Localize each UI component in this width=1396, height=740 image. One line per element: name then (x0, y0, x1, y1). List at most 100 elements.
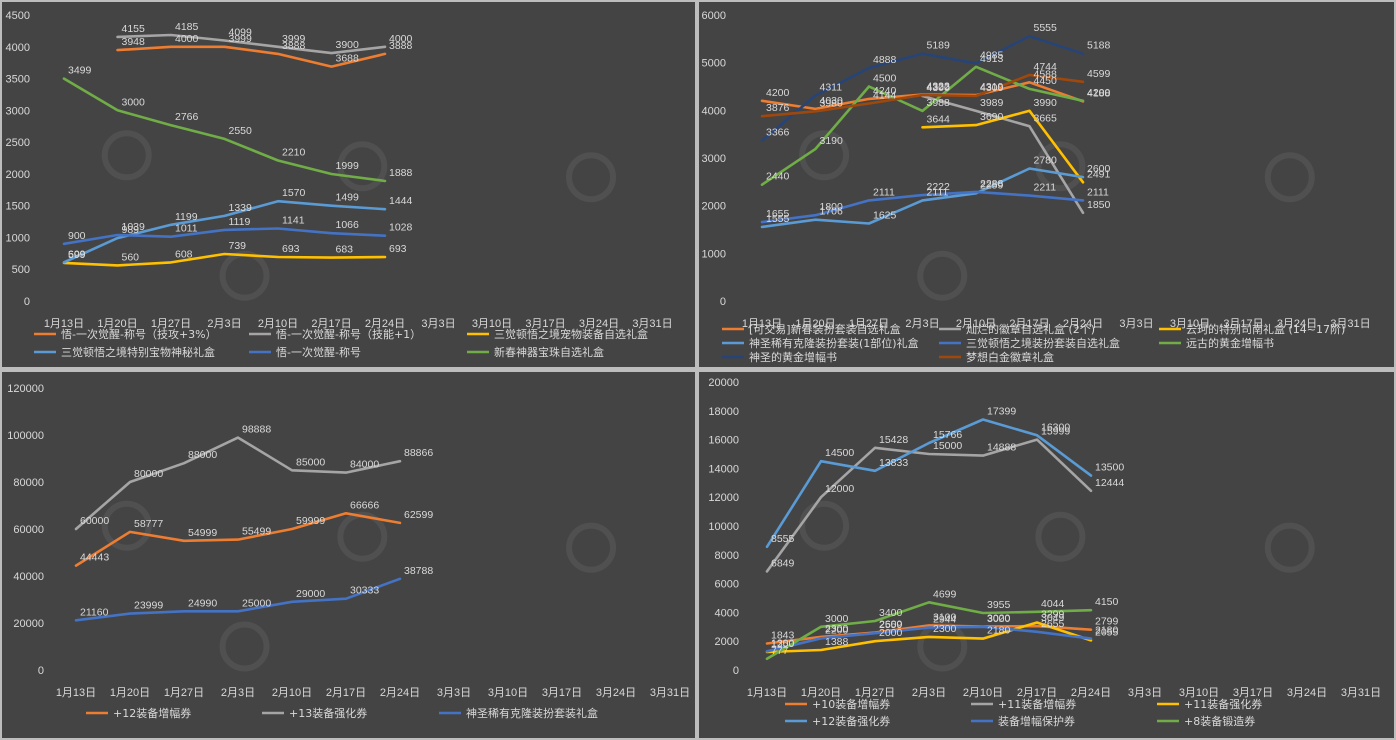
data-label: 8555 (771, 533, 795, 545)
data-label: 1888 (389, 167, 413, 179)
data-label: 4200 (1087, 87, 1111, 99)
data-label: 4500 (873, 73, 897, 85)
data-label: 4240 (873, 85, 897, 97)
data-label: 1141 (282, 214, 305, 226)
data-label: 16300 (1041, 421, 1070, 433)
data-label: 2055 (1095, 626, 1119, 638)
data-label: 2300 (825, 623, 849, 635)
x-tick-label: 1月20日 (795, 318, 835, 330)
legend-label: +10装备增幅券 (812, 697, 890, 711)
x-tick-label: 3月24日 (1277, 318, 1317, 330)
data-label: 59999 (296, 515, 325, 527)
data-label: 2180 (987, 625, 1011, 637)
x-tick-label: 2月24日 (1071, 687, 1111, 699)
x-tick-label: 1月13日 (56, 687, 96, 699)
x-tick-label: 2月24日 (380, 687, 420, 699)
data-label: 4000 (389, 33, 413, 45)
data-label: 2440 (766, 171, 790, 183)
series-line (765, 621, 1093, 654)
data-label: 3690 (980, 111, 1004, 123)
x-tick-label: 1月13日 (742, 318, 782, 330)
x-tick-label: 2月3日 (207, 318, 241, 330)
legend-label: +13装备强化券 (289, 706, 367, 720)
watermark-mark (219, 621, 270, 672)
x-tick-label: 3月31日 (632, 318, 672, 330)
series-line (921, 109, 1085, 184)
y-tick-label: 4000 (715, 607, 739, 619)
legend-label: 神圣稀有克隆装扮套装(1部位)礼盒 (749, 336, 919, 350)
data-label: 13500 (1095, 462, 1124, 474)
x-tick-label: 2月3日 (912, 687, 946, 699)
data-label: 3999 (282, 33, 306, 45)
data-label: 3999 (229, 33, 253, 45)
data-label: 2944 (933, 614, 957, 626)
watermark-mark (337, 141, 388, 192)
data-label: 15428 (879, 434, 908, 446)
y-tick-label: 6000 (715, 579, 739, 591)
data-label: 739 (229, 240, 247, 252)
data-label: 777 (771, 645, 789, 657)
data-label: 1250 (771, 638, 795, 650)
series-line (760, 167, 1085, 229)
y-tick-label: 40000 (13, 571, 44, 583)
data-label: 25000 (242, 597, 271, 609)
x-tick-label: 3月31日 (1341, 687, 1381, 699)
y-tick-label: 500 (12, 264, 30, 276)
data-label: 609 (68, 248, 86, 260)
series-line (765, 624, 1093, 645)
y-tick-label: 20000 (13, 618, 44, 630)
data-label: 66666 (350, 499, 379, 511)
x-tick-label: 3月17日 (1233, 687, 1273, 699)
x-tick-label: 2月3日 (905, 318, 939, 330)
x-tick-label: 2月10日 (956, 318, 996, 330)
data-label: 88866 (404, 447, 433, 459)
y-tick-label: 6000 (702, 10, 726, 22)
data-label: 2000 (879, 627, 903, 639)
series-line (765, 438, 1093, 573)
data-label: 1999 (336, 160, 360, 172)
data-label: 3190 (820, 135, 844, 147)
data-label: 4155 (122, 23, 146, 35)
data-label: 1444 (389, 195, 413, 207)
watermark-mark (1035, 141, 1086, 192)
chart-panel-1: 0 500 1000 1500 2000 2500 3000 3500 4000 4500 1月13… (2, 2, 695, 367)
data-label: 2600 (879, 619, 903, 631)
data-label: 3000 (987, 613, 1011, 625)
data-label: 2559 (879, 619, 903, 631)
legend-label: 悟-一次觉醒-称号 (276, 345, 361, 359)
legend-label: +11装备增幅券 (998, 697, 1076, 711)
data-label: 2300 (933, 623, 957, 635)
data-label: 4450 (1034, 75, 1058, 87)
legend-label: 悟-一次觉醒-称号（技攻+3%） (61, 327, 217, 341)
data-label: 1499 (336, 192, 360, 204)
data-label: 3900 (336, 39, 360, 51)
data-label: 4188 (1087, 87, 1111, 99)
data-label: 4300 (980, 82, 1004, 94)
data-label: 15766 (933, 429, 962, 441)
data-label: 3665 (1034, 112, 1058, 124)
data-label: 30333 (350, 585, 379, 597)
y-tick-label: 100000 (7, 430, 44, 442)
chart-svg: 0 1000 2000 3000 4000 5000 6000 1月13日 1月20日 1月27日… (702, 10, 1371, 364)
data-label: 2259 (980, 179, 1004, 191)
y-tick-label: 16000 (708, 435, 739, 447)
data-label: 4099 (229, 26, 253, 38)
legend-label: 装备增幅保护券 (998, 714, 1075, 728)
y-tick-label: 4000 (702, 105, 726, 117)
series-line (74, 511, 402, 567)
chart-panel-4: 0 2000 4000 6000 8000 10000 12000 14000 16000 180… (699, 372, 1394, 738)
data-label: 4300 (927, 82, 951, 94)
series-line (760, 34, 1085, 142)
data-label: 60000 (80, 515, 109, 527)
y-tick-label: 3000 (702, 153, 726, 165)
watermark-mark (219, 250, 270, 301)
x-tick-label: 1月13日 (44, 318, 84, 330)
y-tick-label: 20000 (708, 377, 739, 389)
data-label: 2180 (1095, 625, 1119, 637)
legend-label: 新春神器宝珠自选礼盒 (494, 345, 604, 359)
data-label: 2799 (1095, 616, 1119, 628)
x-tick-label: 3月24日 (579, 318, 619, 330)
data-label: 21160 (80, 606, 109, 618)
data-label: 4985 (980, 49, 1004, 61)
chart-panel-2: 0 1000 2000 3000 4000 5000 6000 1月13日 1月20日 1月27日… (699, 2, 1394, 367)
